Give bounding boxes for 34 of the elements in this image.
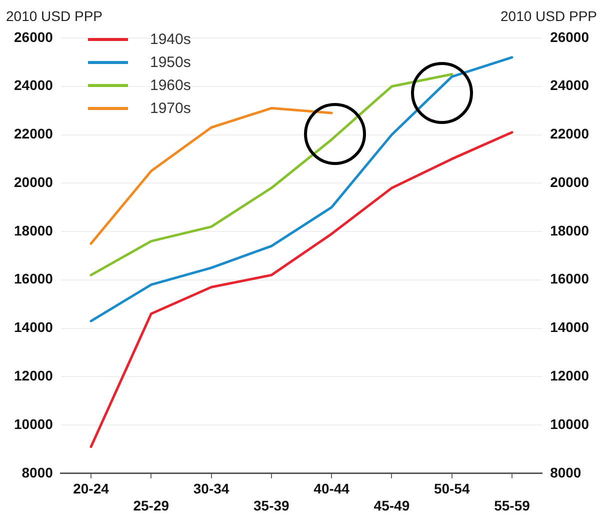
y2-tick-label: 20000 [550, 174, 590, 190]
y-axis-title: 2010 USD PPP [6, 8, 102, 24]
x-tick-label: 35-39 [254, 497, 290, 514]
y-tick-label: 12000 [14, 368, 54, 384]
y-tick-label: 20000 [14, 174, 54, 190]
y-tick-label: 14000 [14, 319, 54, 336]
y-tick-label: 18000 [14, 222, 54, 238]
x-tick-label: 55-59 [494, 497, 530, 514]
y2-tick-label: 18000 [550, 222, 590, 238]
y-tick-label: 8000 [22, 464, 54, 480]
y2-tick-label: 22000 [550, 126, 590, 142]
y2-tick-label: 26000 [550, 28, 590, 45]
legend-label: 1950s [150, 54, 191, 71]
y-tick-label: 22000 [14, 126, 54, 142]
y2-tick-label: 8000 [550, 464, 582, 480]
y2-tick-label: 10000 [550, 416, 590, 432]
x-tick-label: 30-34 [193, 480, 230, 497]
y-tick-label: 16000 [14, 270, 54, 287]
legend-label: 1960s [150, 77, 191, 94]
y2-tick-label: 24000 [550, 77, 590, 94]
x-tick-label: 45-49 [374, 497, 410, 514]
x-tick-label: 50-54 [434, 480, 470, 497]
legend-label: 1940s [150, 31, 191, 48]
y2-axis-title: 2010 USD PPP [500, 8, 597, 24]
y2-tick-label: 14000 [550, 319, 590, 336]
y-tick-label: 10000 [14, 416, 54, 432]
x-tick-label: 25-29 [133, 497, 170, 514]
y2-tick-label: 16000 [550, 270, 590, 287]
legend-label: 1970s [150, 100, 191, 117]
y-tick-label: 24000 [14, 77, 54, 94]
y2-tick-label: 12000 [550, 368, 590, 384]
x-tick-label: 40-44 [314, 480, 350, 497]
y-tick-label: 26000 [14, 28, 54, 45]
x-tick-label: 20-24 [73, 480, 110, 497]
